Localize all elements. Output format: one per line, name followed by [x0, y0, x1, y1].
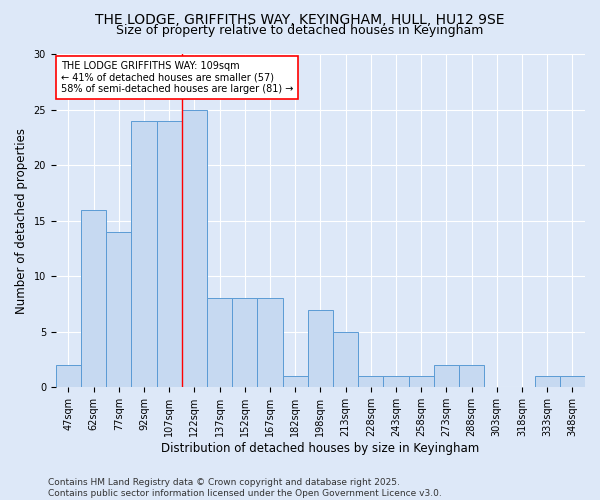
Bar — [333, 332, 358, 388]
Bar — [207, 298, 232, 388]
Bar — [308, 310, 333, 388]
Bar — [232, 298, 257, 388]
Bar — [257, 298, 283, 388]
Bar — [409, 376, 434, 388]
X-axis label: Distribution of detached houses by size in Keyingham: Distribution of detached houses by size … — [161, 442, 479, 455]
Bar — [56, 365, 81, 388]
Bar — [131, 120, 157, 388]
Bar — [434, 365, 459, 388]
Text: THE LODGE GRIFFITHS WAY: 109sqm
← 41% of detached houses are smaller (57)
58% of: THE LODGE GRIFFITHS WAY: 109sqm ← 41% of… — [61, 60, 293, 94]
Text: Size of property relative to detached houses in Keyingham: Size of property relative to detached ho… — [116, 24, 484, 37]
Bar — [560, 376, 585, 388]
Bar — [459, 365, 484, 388]
Bar — [283, 376, 308, 388]
Text: THE LODGE, GRIFFITHS WAY, KEYINGHAM, HULL, HU12 9SE: THE LODGE, GRIFFITHS WAY, KEYINGHAM, HUL… — [95, 12, 505, 26]
Y-axis label: Number of detached properties: Number of detached properties — [15, 128, 28, 314]
Bar — [383, 376, 409, 388]
Bar — [157, 120, 182, 388]
Bar — [358, 376, 383, 388]
Bar — [535, 376, 560, 388]
Bar — [81, 210, 106, 388]
Text: Contains HM Land Registry data © Crown copyright and database right 2025.
Contai: Contains HM Land Registry data © Crown c… — [48, 478, 442, 498]
Bar — [106, 232, 131, 388]
Bar — [182, 110, 207, 388]
